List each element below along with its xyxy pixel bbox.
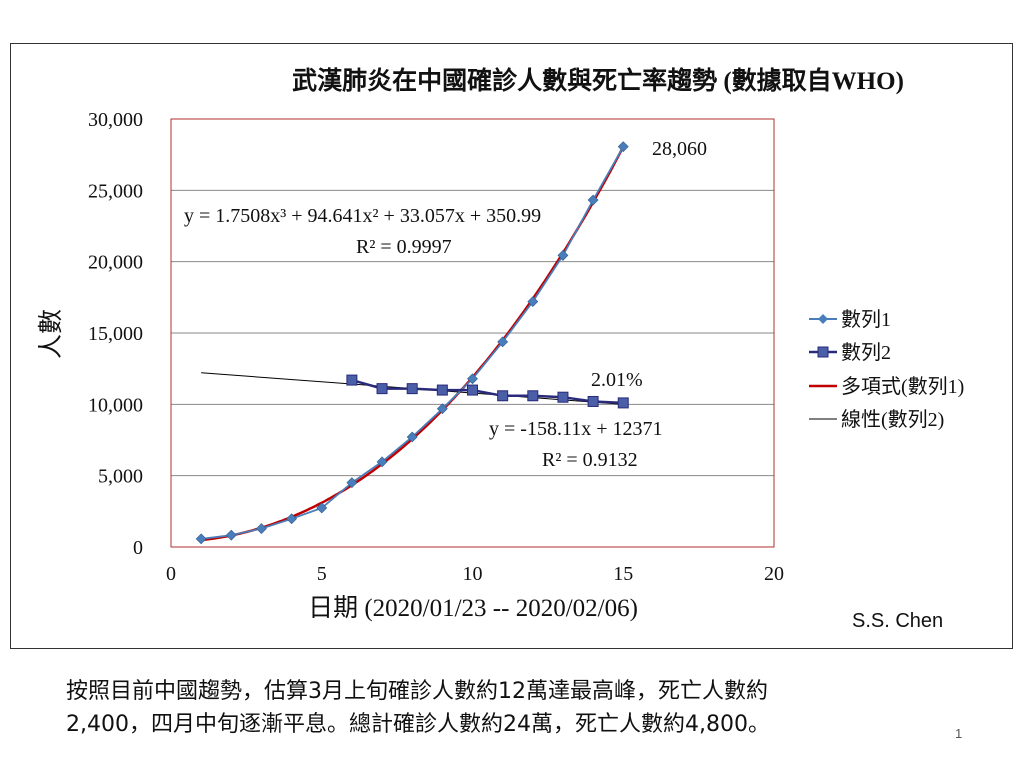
plot-area: 0 5,000 10,000 15,000 20,000 25,000 30,000 0 5 10… [88, 109, 784, 585]
author-credit: S.S. Chen [852, 610, 944, 632]
legend-label: 線性(數列2) [841, 408, 944, 431]
legend-label: 數列1 [841, 308, 891, 331]
forecast-note: 按照目前中國趨勢，估算3月上旬確診人數約12萬達最高峰，死亡人數約 2,400，… [66, 675, 966, 741]
data-point-series-1 [256, 523, 267, 535]
data-point-series-2 [527, 390, 539, 402]
y-tick-label: 30,000 [88, 109, 143, 131]
legend-label: 多項式(數列1) [841, 375, 964, 398]
data-point-series-1 [286, 513, 298, 525]
y-axis-title: 人數 [37, 309, 65, 359]
x-axis-title: 日期 (2020/01/23 -- 2020/02/06) [308, 595, 638, 622]
y-tick-label: 5,000 [98, 466, 143, 488]
data-point-series-1 [406, 431, 418, 443]
data-point-series-2 [587, 395, 599, 407]
x-tick-label: 10 [463, 563, 483, 585]
data-point-series-1 [617, 141, 629, 153]
linear-r-squared: R² = 0.9132 [542, 449, 638, 471]
forecast-note-line-2: 2,400，四月中旬逐漸平息。總計確診人數約24萬，死亡人數約4,800。 [66, 712, 770, 737]
legend: 數列1 數列2 多項式(數列1) 線性(數列2) [809, 308, 964, 431]
data-point-series-2 [406, 383, 418, 395]
data-point-series-2 [376, 383, 388, 395]
legend-swatch-marker [817, 346, 829, 358]
data-point-series-1 [587, 194, 599, 206]
page-number: 1 [955, 726, 963, 741]
data-point-series-1 [316, 502, 328, 514]
y-tick-label: 10,000 [88, 394, 143, 416]
y-tick-label: 25,000 [88, 180, 143, 202]
data-point-series-1 [436, 403, 448, 415]
data-point-series-2 [557, 391, 569, 403]
x-tick-label: 15 [613, 563, 633, 585]
chart-frame: 武漢肺炎在中國確診人數與死亡率趨勢 (數據取自WHO) 人數 日期 (2020/… [10, 43, 1013, 649]
last-value-label: 28,060 [652, 138, 707, 160]
series-line-2 [351, 378, 624, 405]
data-point-series-2 [346, 374, 358, 386]
plot-border [170, 118, 775, 548]
data-point-series-1 [527, 296, 539, 308]
chart-title: 武漢肺炎在中國確診人數與死亡率趨勢 (數據取自WHO) [292, 66, 904, 95]
data-point-series-2 [497, 390, 509, 402]
data-point-series-2 [436, 384, 448, 396]
data-point-series-1 [346, 477, 358, 489]
data-point-series-1 [225, 529, 237, 541]
data-point-series-1 [497, 336, 509, 348]
x-tick-label: 20 [764, 563, 784, 585]
data-point-series-1 [195, 533, 207, 545]
polynomial-r-squared: R² = 0.9997 [356, 236, 452, 258]
forecast-note-line-1: 按照目前中國趨勢，估算3月上旬確診人數約12萬達最高峰，死亡人數約 [66, 679, 768, 704]
y-tick-label: 20,000 [88, 252, 143, 274]
x-tick-label: 5 [317, 563, 327, 585]
data-point-series-1 [467, 373, 478, 385]
linear-equation: y = -158.11x + 12371 [489, 418, 662, 440]
chart-canvas: 武漢肺炎在中國確診人數與死亡率趨勢 (數據取自WHO) 人數 日期 (2020/… [37, 66, 964, 622]
polynomial-equation: y = 1.7508x³ + 94.641x² + 33.057x + 350.… [184, 205, 541, 227]
y-tick-label: 0 [133, 537, 143, 559]
legend-swatch-marker [818, 314, 828, 324]
x-tick-label: 0 [166, 563, 176, 585]
y-tick-label: 15,000 [88, 323, 143, 345]
data-point-series-1 [557, 249, 569, 261]
data-point-series-2 [467, 384, 478, 396]
legend-label: 數列2 [841, 341, 891, 364]
death-rate-label: 2.01% [591, 369, 643, 391]
data-point-series-2 [617, 397, 629, 409]
data-point-series-1 [376, 456, 388, 468]
